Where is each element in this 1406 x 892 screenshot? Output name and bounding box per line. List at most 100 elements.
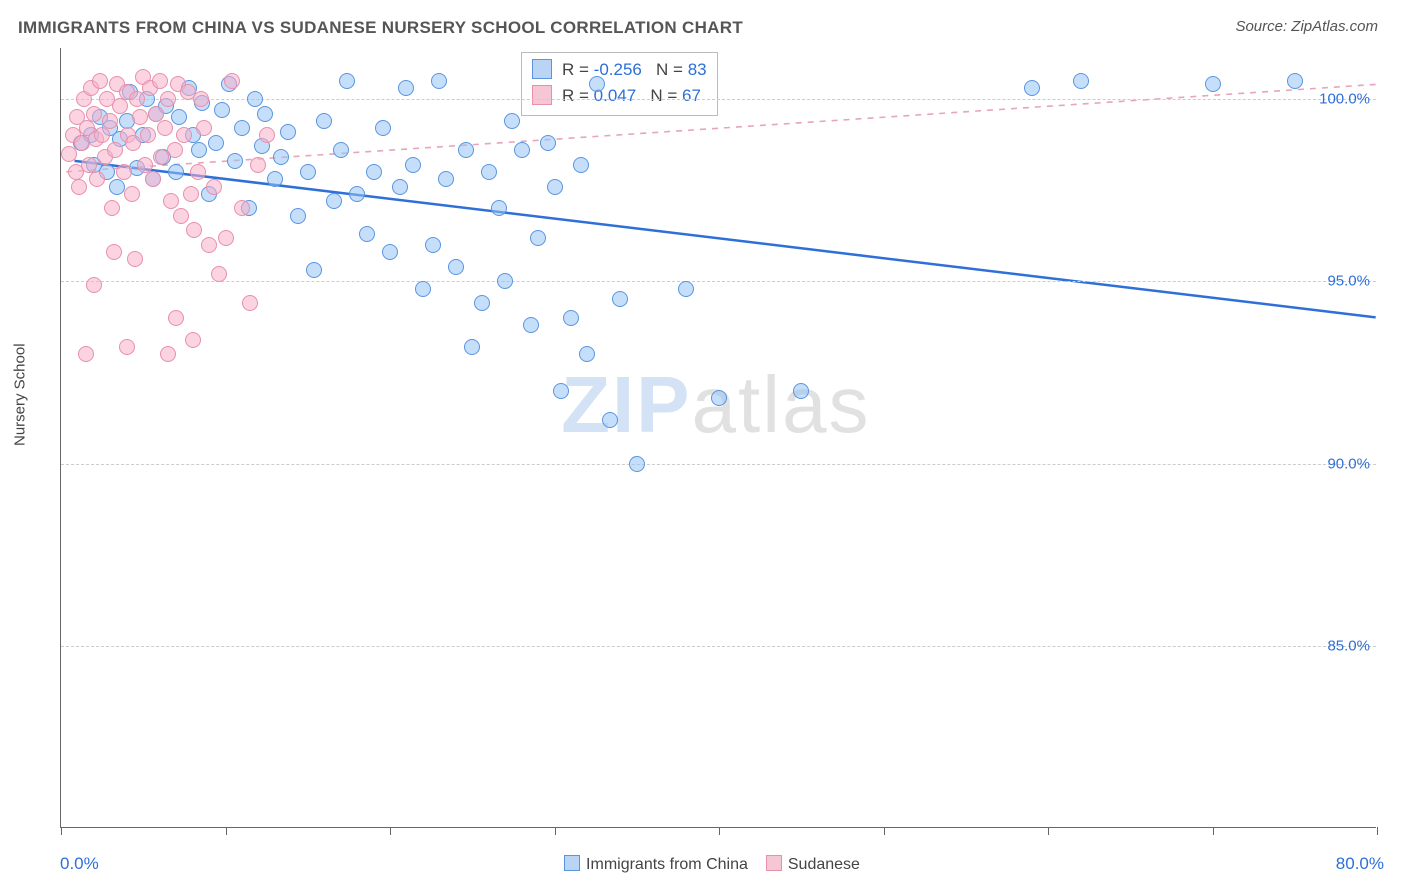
data-point (140, 127, 156, 143)
data-point (86, 106, 102, 122)
data-point (127, 251, 143, 267)
data-point (196, 120, 212, 136)
data-point (547, 179, 563, 195)
data-point (109, 179, 125, 195)
data-point (94, 127, 110, 143)
y-tick-label: 100.0% (1319, 91, 1370, 108)
data-point (573, 157, 589, 173)
data-point (224, 73, 240, 89)
x-tick (555, 827, 556, 835)
stats-legend-row: R = 0.047 N = 67 (532, 83, 707, 109)
data-point (530, 230, 546, 246)
data-point (116, 164, 132, 180)
stats-legend: R = -0.256 N = 83R = 0.047 N = 67 (521, 52, 718, 116)
data-point (167, 142, 183, 158)
data-point (339, 73, 355, 89)
legend-swatch (532, 59, 552, 79)
data-point (211, 266, 227, 282)
data-point (168, 310, 184, 326)
data-point (89, 171, 105, 187)
data-point (185, 332, 201, 348)
data-point (366, 164, 382, 180)
data-point (793, 383, 809, 399)
data-point (398, 80, 414, 96)
data-point (481, 164, 497, 180)
data-point (273, 149, 289, 165)
legend-swatch (766, 855, 782, 871)
data-point (602, 412, 618, 428)
data-point (523, 317, 539, 333)
data-point (250, 157, 266, 173)
data-point (208, 135, 224, 151)
y-tick-label: 90.0% (1327, 455, 1370, 472)
plot-area: ZIPatlas R = -0.256 N = 83R = 0.047 N = … (60, 48, 1376, 828)
x-tick (1213, 827, 1214, 835)
data-point (119, 339, 135, 355)
x-tick (884, 827, 885, 835)
legend-swatch (564, 855, 580, 871)
legend-swatch (532, 85, 552, 105)
data-point (1205, 76, 1221, 92)
data-point (247, 91, 263, 107)
data-point (326, 193, 342, 209)
data-point (163, 193, 179, 209)
n-label: N = (636, 86, 682, 105)
data-point (491, 200, 507, 216)
data-point (190, 164, 206, 180)
data-point (227, 153, 243, 169)
r-label: R = (562, 60, 594, 79)
data-point (106, 244, 122, 260)
y-tick-label: 85.0% (1327, 637, 1370, 654)
data-point (160, 346, 176, 362)
x-tick (390, 827, 391, 835)
data-point (290, 208, 306, 224)
data-point (474, 295, 490, 311)
data-point (415, 281, 431, 297)
data-point (148, 106, 164, 122)
data-point (280, 124, 296, 140)
data-point (168, 164, 184, 180)
data-point (349, 186, 365, 202)
y-tick-label: 95.0% (1327, 273, 1370, 290)
data-point (458, 142, 474, 158)
data-point (267, 171, 283, 187)
data-point (92, 73, 108, 89)
data-point (359, 226, 375, 242)
data-point (514, 142, 530, 158)
data-point (300, 164, 316, 180)
data-point (629, 456, 645, 472)
data-point (497, 273, 513, 289)
data-point (145, 171, 161, 187)
data-point (563, 310, 579, 326)
gridline-h (61, 646, 1376, 647)
data-point (157, 120, 173, 136)
data-point (540, 135, 556, 151)
data-point (160, 91, 176, 107)
data-point (612, 291, 628, 307)
data-point (71, 179, 87, 195)
stats-legend-row: R = -0.256 N = 83 (532, 57, 707, 83)
gridline-h (61, 464, 1376, 465)
data-point (259, 127, 275, 143)
data-point (1024, 80, 1040, 96)
watermark-zip: ZIP (561, 360, 691, 449)
data-point (125, 135, 141, 151)
data-point (382, 244, 398, 260)
n-value: 83 (688, 60, 707, 79)
series-legend: Immigrants from China Sudanese (0, 855, 1406, 874)
n-value: 67 (682, 86, 701, 105)
data-point (107, 142, 123, 158)
data-point (173, 208, 189, 224)
data-point (171, 109, 187, 125)
legend-label: Sudanese (788, 856, 860, 873)
data-point (431, 73, 447, 89)
data-point (242, 295, 258, 311)
data-point (1073, 73, 1089, 89)
data-point (678, 281, 694, 297)
data-point (306, 262, 322, 278)
legend-label: Immigrants from China (586, 856, 748, 873)
x-tick (1377, 827, 1378, 835)
data-point (218, 230, 234, 246)
data-point (257, 106, 273, 122)
data-point (61, 146, 77, 162)
